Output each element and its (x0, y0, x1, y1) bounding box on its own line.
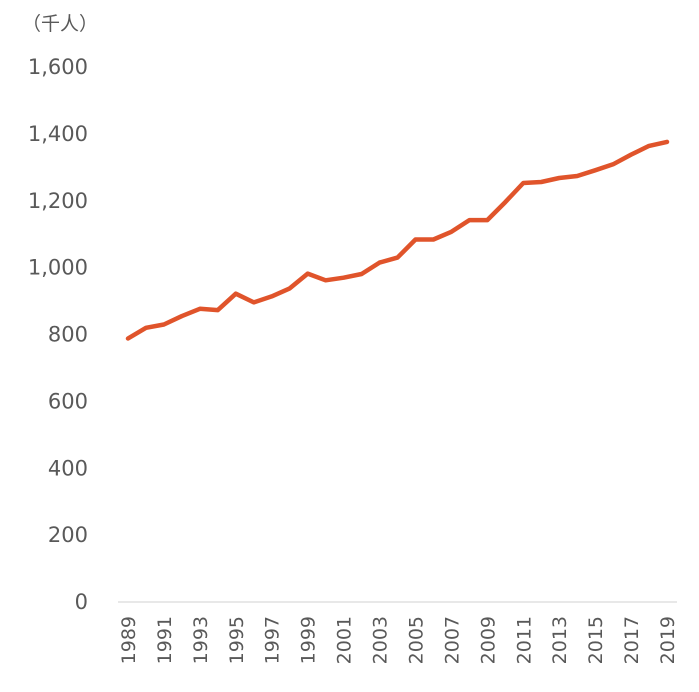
y-axis-tick-labels: 0 200 400 600 800 1,000 1,200 1,400 1,600 (28, 55, 88, 614)
x-tick-label: 2005 (405, 616, 427, 664)
y-tick-label: 400 (48, 456, 88, 480)
x-tick-label: 1989 (118, 616, 140, 664)
x-tick-label: 2013 (549, 616, 571, 664)
x-tick-label: 2003 (370, 616, 392, 664)
y-axis-unit-label: （千人） (22, 13, 98, 35)
y-tick-label: 0 (75, 590, 88, 614)
x-tick-label: 2007 (441, 616, 463, 664)
x-tick-label: 2009 (477, 616, 499, 664)
x-axis: 1989 1991 1993 1995 1997 1999 2001 2003 2005 2007… (118, 602, 679, 664)
series-layer (128, 142, 667, 339)
x-tick-label: 2001 (334, 616, 356, 664)
y-tick-label: 1,400 (28, 122, 88, 146)
x-tick-label: 1995 (226, 616, 248, 664)
y-tick-label: 1,200 (28, 189, 88, 213)
y-tick-label: 1,600 (28, 55, 88, 79)
x-tick-label: 1997 (262, 616, 284, 664)
x-tick-label: 1999 (298, 616, 320, 664)
x-tick-label: 2015 (585, 616, 607, 664)
x-tick-label: 2011 (513, 616, 535, 664)
y-tick-label: 200 (48, 523, 88, 547)
x-tick-label: 1993 (190, 616, 212, 664)
y-tick-label: 800 (48, 323, 88, 347)
x-tick-label: 1991 (154, 616, 176, 664)
y-tick-label: 1,000 (28, 256, 88, 280)
y-tick-label: 600 (48, 389, 88, 413)
x-tick-label: 2017 (621, 616, 643, 664)
series-line (128, 142, 667, 339)
x-tick-label: 2019 (657, 616, 679, 664)
